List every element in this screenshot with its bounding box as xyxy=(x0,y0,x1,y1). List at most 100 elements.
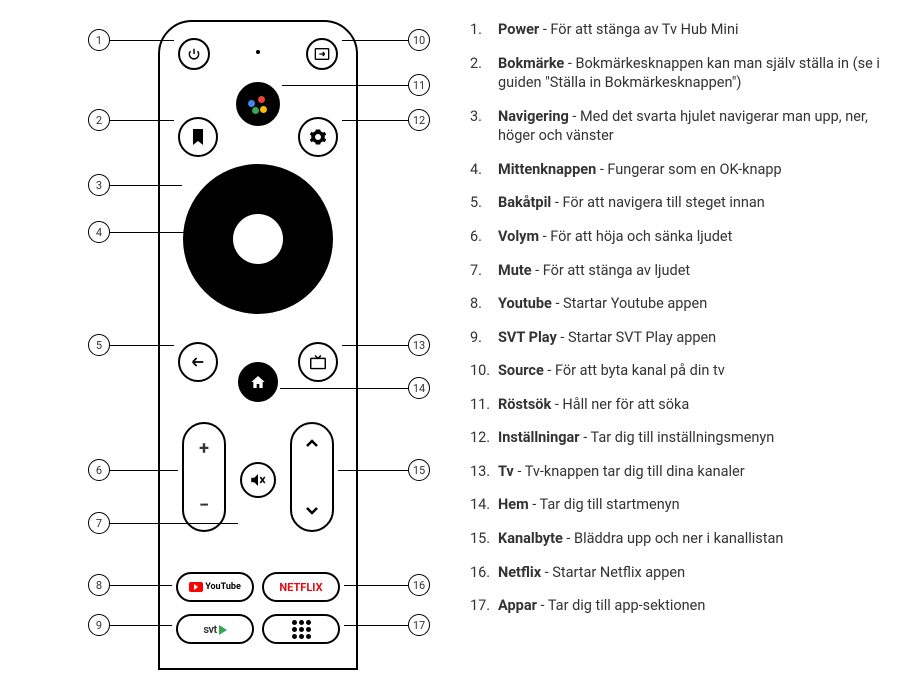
leader-line xyxy=(110,232,210,233)
gear-icon xyxy=(309,128,327,146)
leader-line xyxy=(110,185,182,186)
legend-number: 6. xyxy=(470,227,498,247)
power-button[interactable] xyxy=(178,38,210,70)
legend-number: 2. xyxy=(470,54,498,93)
legend-item: 2.Bokmärke - Bokmärkesknappen kan man sj… xyxy=(470,54,890,93)
remote-illustration-panel: + − YouTube NETFLIX svt xyxy=(0,0,470,699)
callout-number: 15 xyxy=(408,459,430,481)
callout-number: 11 xyxy=(408,74,430,96)
legend-item: 7.Mute - För att stänga av ljudet xyxy=(470,261,890,281)
back-button[interactable] xyxy=(178,342,218,382)
tv-button[interactable] xyxy=(298,342,338,382)
volume-rocker[interactable]: + − xyxy=(182,422,226,532)
legend-panel: 1.Power - För att stänga av Tv Hub Mini2… xyxy=(470,0,900,699)
svt-play-button[interactable]: svt xyxy=(176,614,254,644)
leader-line xyxy=(282,85,408,86)
legend-text: Power - För att stänga av Tv Hub Mini xyxy=(498,20,738,40)
legend-number: 3. xyxy=(470,107,498,146)
tv-icon xyxy=(309,354,327,370)
legend-item: 4.Mittenknappen - Fungerar som en OK-kna… xyxy=(470,160,890,180)
svt-play-icon: svt xyxy=(203,623,226,636)
legend-text: Navigering - Med det svarta hjulet navig… xyxy=(498,107,890,146)
leader-line xyxy=(342,40,408,41)
legend-text: Mute - För att stänga av ljudet xyxy=(498,261,690,281)
legend-item: 12.Inställningar - Tar dig till inställn… xyxy=(470,428,890,448)
callout-number: 16 xyxy=(408,574,430,596)
legend-item: 15.Kanalbyte - Bläddra upp och ner i kan… xyxy=(470,529,890,549)
leader-line xyxy=(344,585,408,586)
legend-number: 10. xyxy=(470,361,498,381)
legend-text: Bakåtpil - För att navigera till steget … xyxy=(498,193,765,213)
legend-item: 13.Tv - Tv-knappen tar dig till dina kan… xyxy=(470,462,890,482)
legend-item: 6.Volym - För att höja och sänka ljudet xyxy=(470,227,890,247)
bookmark-icon xyxy=(192,129,204,145)
legend-item: 14.Hem - Tar dig till startmenyn xyxy=(470,495,890,515)
legend-number: 13. xyxy=(470,462,498,482)
legend-number: 11. xyxy=(470,395,498,415)
callout-number: 3 xyxy=(88,174,110,196)
volume-down-icon: − xyxy=(199,495,209,516)
legend-text: Youtube - Startar Youtube appen xyxy=(498,294,707,314)
legend-number: 12. xyxy=(470,428,498,448)
legend-text: Kanalbyte - Bläddra upp och ner i kanall… xyxy=(498,529,783,549)
legend-list: 1.Power - För att stänga av Tv Hub Mini2… xyxy=(470,20,890,616)
arrow-left-icon xyxy=(190,355,206,369)
legend-item: 10.Source - För att byta kanal på din tv xyxy=(470,361,890,381)
channel-rocker[interactable] xyxy=(290,422,334,532)
settings-button[interactable] xyxy=(298,117,338,157)
legend-number: 5. xyxy=(470,193,498,213)
volume-up-icon: + xyxy=(199,438,209,459)
legend-number: 1. xyxy=(470,20,498,40)
apps-grid-icon xyxy=(292,620,311,639)
legend-text: Hem - Tar dig till startmenyn xyxy=(498,495,680,515)
legend-item: 9.SVT Play - Startar SVT Play appen xyxy=(470,328,890,348)
leader-line xyxy=(110,470,178,471)
input-icon xyxy=(314,47,330,61)
youtube-button[interactable]: YouTube xyxy=(176,572,254,602)
chevron-up-icon xyxy=(305,438,319,448)
callout-number: 7 xyxy=(88,512,110,534)
legend-number: 8. xyxy=(470,294,498,314)
legend-number: 4. xyxy=(470,160,498,180)
legend-text: Netflix - Startar Netflix appen xyxy=(498,563,685,583)
home-button[interactable] xyxy=(238,362,278,402)
source-button[interactable] xyxy=(306,38,338,70)
callout-number: 6 xyxy=(88,459,110,481)
voice-assistant-button[interactable] xyxy=(236,82,280,126)
remote-body: + − YouTube NETFLIX svt xyxy=(158,20,358,670)
mute-button[interactable] xyxy=(240,462,276,498)
legend-text: Inställningar - Tar dig till inställning… xyxy=(498,428,774,448)
bookmark-button[interactable] xyxy=(178,117,218,157)
legend-number: 14. xyxy=(470,495,498,515)
legend-number: 9. xyxy=(470,328,498,348)
legend-item: 3.Navigering - Med det svarta hjulet nav… xyxy=(470,107,890,146)
callout-number: 1 xyxy=(88,29,110,51)
netflix-label: NETFLIX xyxy=(279,581,322,594)
ok-center-button[interactable] xyxy=(233,214,283,264)
legend-text: Appar - Tar dig till app-sektionen xyxy=(498,596,705,616)
chevron-down-icon xyxy=(305,506,319,516)
leader-line xyxy=(338,470,408,471)
legend-number: 17. xyxy=(470,596,498,616)
legend-text: Bokmärke - Bokmärkesknappen kan man själ… xyxy=(498,54,890,93)
callout-number: 17 xyxy=(408,614,430,636)
callout-number: 8 xyxy=(88,574,110,596)
legend-item: 8.Youtube - Startar Youtube appen xyxy=(470,294,890,314)
netflix-button[interactable]: NETFLIX xyxy=(262,572,340,602)
legend-number: 15. xyxy=(470,529,498,549)
apps-button[interactable] xyxy=(262,614,340,644)
legend-text: Volym - För att höja och sänka ljudet xyxy=(498,227,732,247)
leader-line xyxy=(110,523,238,524)
leader-line xyxy=(110,625,172,626)
navigation-wheel[interactable] xyxy=(183,164,333,314)
leader-line xyxy=(110,585,172,586)
leader-line xyxy=(280,388,408,389)
google-assistant-icon xyxy=(246,92,270,116)
callout-number: 2 xyxy=(88,109,110,131)
leader-line xyxy=(110,345,174,346)
youtube-icon: YouTube xyxy=(189,582,241,592)
callout-number: 12 xyxy=(408,109,430,131)
callout-number: 10 xyxy=(408,29,430,51)
leader-line xyxy=(110,40,174,41)
legend-text: Source - För att byta kanal på din tv xyxy=(498,361,725,381)
